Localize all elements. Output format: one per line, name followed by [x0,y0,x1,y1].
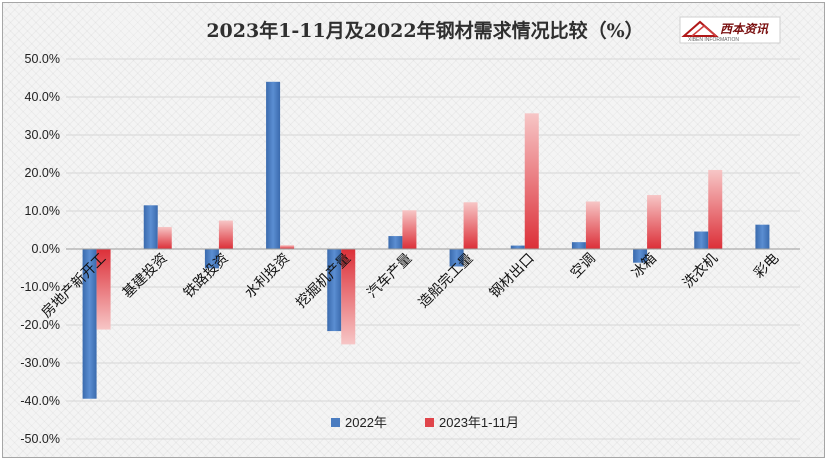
bar-2023 [402,210,417,249]
category-label: 洗衣机 [680,251,721,292]
y-tick-label: -10.0% [20,280,60,294]
bar-2022 [327,249,342,332]
bar-2022 [510,245,525,249]
y-tick-label: 40.0% [25,90,60,104]
logo-subtext: XIBEN INFORMATION [688,37,739,43]
category-label: 钢材出口 [487,251,538,302]
bar-2022 [633,249,648,263]
bar-2022 [571,242,586,249]
category-label: 汽车产量 [364,250,416,302]
category-label: 空调 [568,251,599,282]
legend-swatch-2022 [331,418,340,427]
bar-2023 [585,201,600,249]
bar-2022 [143,205,158,249]
legend-swatch-2023 [425,418,434,427]
y-tick-label: 50.0% [25,52,60,66]
bar-2023 [218,220,233,249]
bar-2023 [341,249,356,345]
y-tick-label: 30.0% [25,128,60,142]
bar-2023 [463,202,478,249]
bar-2023 [157,226,172,249]
bar-2023 [524,113,539,249]
bars [82,81,770,399]
chart-title: 2023年1-11月及2022年钢材需求情况比较（%） [206,19,643,42]
y-tick-label: 0.0% [32,242,61,256]
category-labels: 房地产新开工 基建投资 铁路投资 水利投资 挖掘机产量 汽车产量 造船完工量 钢材出口 空调 冰箱… [39,250,783,321]
legend-label-2022: 2022年 [345,415,387,430]
category-label: 基建投资 [119,250,171,302]
bar-2022 [449,249,464,267]
legend: 2022年 2023年1-11月 [331,415,519,430]
y-axis-ticks: 50.0% 40.0% 30.0% 20.0% 10.0% 0.0% -10.0% -20.0… [20,52,60,446]
bar-2022 [388,236,403,249]
y-tick-label: -50.0% [20,432,60,446]
category-label: 水利投资 [242,251,293,302]
category-label: 造船完工量 [416,251,477,312]
y-tick-label: -40.0% [20,394,60,408]
bar-2022 [694,231,709,249]
y-tick-label: -20.0% [20,318,60,332]
bar-2022 [204,249,219,269]
bar-2023 [647,195,662,249]
bar-2022 [82,249,97,399]
bar-2023 [96,249,111,330]
category-label: 彩电 [751,251,782,282]
y-tick-label: 10.0% [25,204,60,218]
legend-label-2023: 2023年1-11月 [439,415,519,430]
bar-2023 [280,245,295,249]
y-tick-label: 20.0% [25,166,60,180]
bar-2023 [708,169,723,249]
y-tick-label: -30.0% [20,356,60,370]
logo-text: 西本资讯 [720,22,769,36]
logo: 西本资讯 XIBEN INFORMATION [679,16,781,44]
bar-2022 [266,81,281,249]
bar-2022 [755,224,770,249]
